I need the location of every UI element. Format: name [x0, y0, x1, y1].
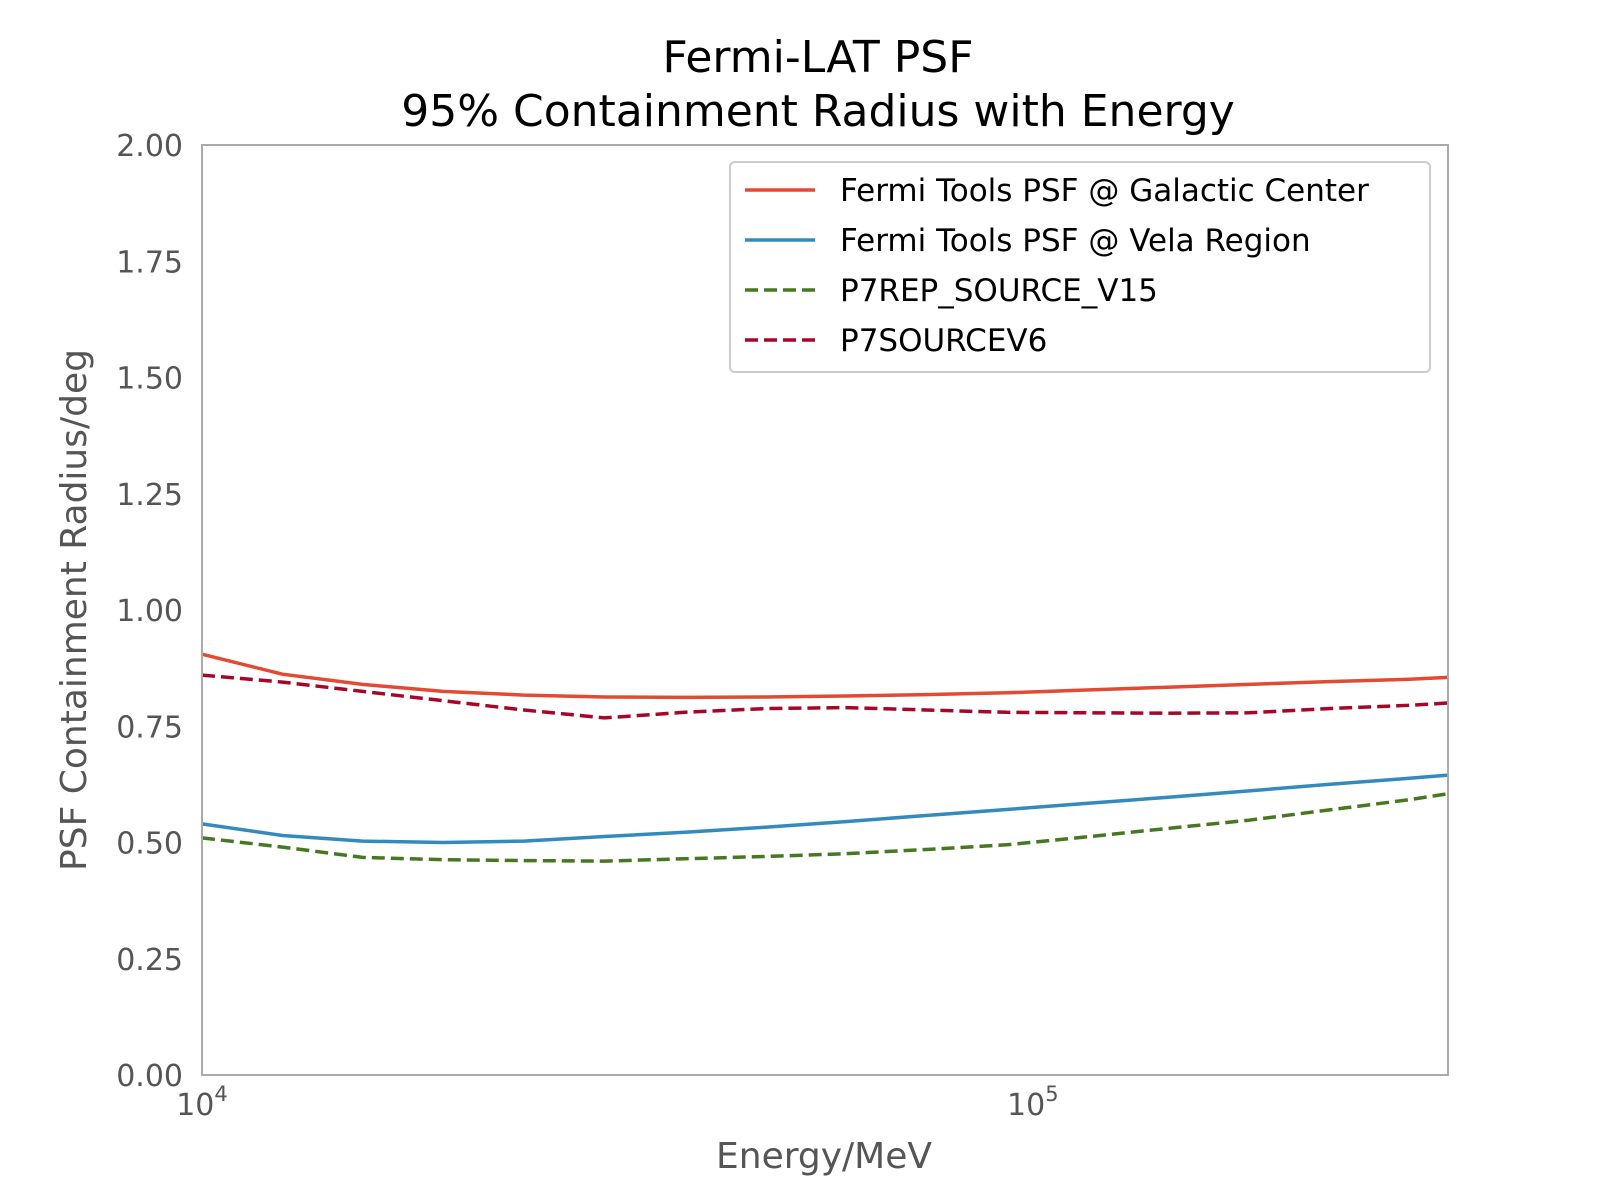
x-tick-base: 10 [1007, 1088, 1045, 1123]
series-line-fermi-tools-psf-galactic-center [201, 652, 1449, 700]
legend-label-fermi-tools-psf-galactic-center: Fermi Tools PSF @ Galactic Center [840, 173, 1369, 209]
legend-box [729, 161, 1431, 373]
x-tick-exponent: 4 [214, 1082, 227, 1106]
y-tick-label: 2.00 [116, 129, 183, 164]
legend: Fermi Tools PSF @ Galactic Center Fermi T… [729, 161, 1431, 373]
legend-label-p7rep-source-v15: P7REP_SOURCE_V15 [840, 273, 1158, 309]
y-tick-label: 0.25 [116, 943, 183, 978]
y-tick-label: 1.50 [116, 362, 183, 397]
y-tick-label: 0.50 [116, 827, 183, 862]
chart-title-line-2: 95% Containment Radius with Energy [401, 86, 1235, 137]
y-tick-label: 0.00 [116, 1059, 183, 1094]
series-layer [201, 652, 1449, 863]
legend-label-p7sourcev6: P7SOURCEV6 [840, 323, 1047, 359]
x-axis-label: Energy/MeV [716, 1136, 932, 1177]
legend-label-fermi-tools-psf-vela-region: Fermi Tools PSF @ Vela Region [840, 223, 1311, 259]
plot-frame [201, 144, 1449, 1076]
x-tick-label: 104 [176, 1082, 228, 1123]
x-tick-exponent: 5 [1045, 1082, 1058, 1106]
y-axis-ticks: 0.00 0.25 0.50 0.75 1.00 1.25 1.50 1.75 2.00 [116, 129, 183, 1094]
y-axis-label: PSF Containment Radius/deg [54, 349, 95, 871]
y-tick-label: 1.25 [116, 478, 183, 513]
y-tick-label: 0.75 [116, 710, 183, 745]
series-line-p7rep-source-v15 [201, 791, 1449, 863]
series-line-p7sourcev6 [201, 673, 1449, 720]
x-tick-base: 10 [176, 1088, 214, 1123]
series-line-fermi-tools-psf-vela-region [201, 773, 1449, 845]
chart-title-line-1: Fermi-LAT PSF [662, 32, 973, 83]
y-tick-label: 1.00 [116, 594, 183, 629]
x-axis-ticks: 104 105 [176, 1082, 1058, 1123]
x-tick-label: 105 [1007, 1082, 1059, 1123]
y-tick-label: 1.75 [116, 245, 183, 280]
